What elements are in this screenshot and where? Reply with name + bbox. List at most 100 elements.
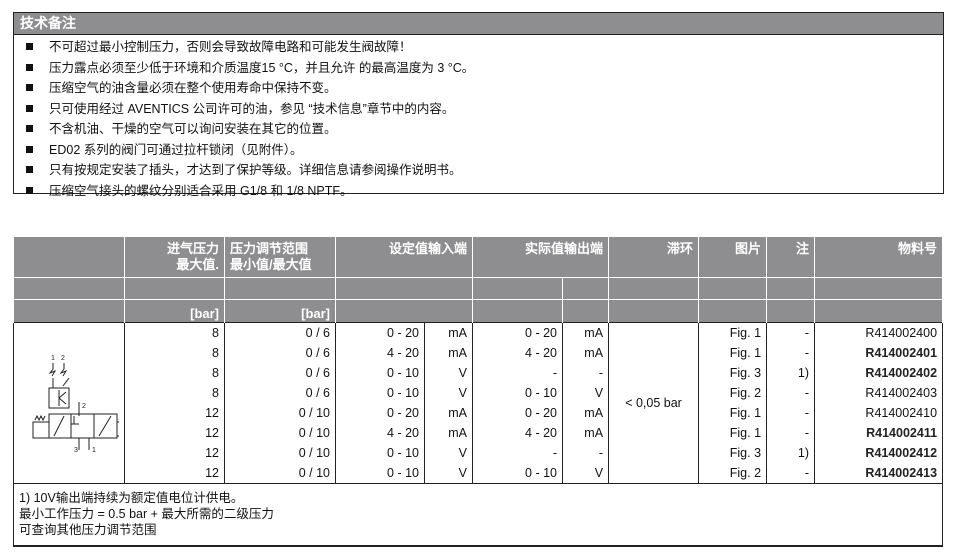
bullet-icon [26, 125, 33, 132]
cell-inlet: 12 [124, 462, 225, 483]
note-item: 只可使用经过 AVENTICS 公司许可的油，参见 “技术信息”章节中的内容。 [14, 99, 943, 120]
notes-list: 不可超过最小控制压力，否则会导致故障电路和可能发生阀故障！ 压力露点必须至少低于环… [14, 37, 943, 201]
cell-inlet: 8 [124, 321, 225, 343]
cell-part: R414002403 [814, 382, 944, 403]
bullet-icon [26, 104, 33, 112]
cell-range: 0 / 10 [224, 462, 336, 483]
table-row: 12 0 / 10 4 - 20 mA 4 - 20 mA Fig. 1- R41400241… [14, 422, 944, 443]
cell-figure: Fig. 2 [698, 382, 768, 403]
table-row: 12 0 / 10 0 - 10 V 0 - 10 V Fig. 2- R414002413 [14, 462, 944, 483]
note-item: 压力露点必须至少低于环境和介质温度15 °C，并且允许 的最高温度为 3 °C。 [14, 58, 943, 79]
cell-actual-unit: mA [562, 402, 610, 423]
header-range-line2: 最小值/最大值 [230, 257, 312, 272]
note-text: 压力露点必须至少低于环境和介质温度15 °C，并且允许 的最高温度为 3 °C。 [49, 60, 475, 75]
cell-setpoint: 4 - 20 [335, 422, 425, 443]
cell-note: - [766, 462, 816, 483]
cell-actual: 0 - 20 [472, 321, 564, 343]
notes-title: 技术备注 [14, 12, 943, 35]
cell-part: R414002412 [814, 442, 944, 463]
cell-range: 0 / 6 [224, 342, 336, 363]
cell-setpoint: 0 - 10 [335, 362, 425, 383]
cell-figure: Fig. 1 [698, 321, 768, 343]
cell-part: R414002402 [814, 362, 944, 383]
header-part: 物料号 [814, 237, 944, 277]
header-hysteresis: 滞环 [608, 237, 700, 277]
cell-note: 1) [766, 442, 816, 463]
technical-notes: 技术备注 不可超过最小控制压力，否则会导致故障电路和可能发生阀故障！ 压力露点必须… [13, 12, 944, 198]
header-range: 压力调节范围 最小值/最大值 [224, 237, 336, 277]
svg-text:1: 1 [92, 447, 96, 454]
svg-text:2: 2 [61, 355, 65, 362]
header-actual: 实际值输出端 [472, 237, 610, 277]
cell-inlet: 12 [124, 402, 225, 423]
cell-actual-unit: mA [562, 422, 610, 443]
cell-note: - [766, 321, 816, 343]
note-text: 不含机油、干燥的空气可以询问安装在其它的位置。 [49, 122, 337, 136]
note-text: 压缩空气的油含量必须在整个使用寿命中保持不变。 [49, 81, 337, 95]
cell-actual-unit: mA [562, 321, 610, 343]
header-inlet-line1: 进气压力 [166, 241, 219, 256]
note-item: ED02 系列的阀门可通过拉杆锁闭（见附件）。 [14, 140, 943, 161]
header-setpoint: 设定值输入端 [334, 237, 474, 277]
bullet-icon [26, 63, 33, 71]
cell-inlet: 12 [124, 422, 225, 443]
cell-part: R414002413 [814, 462, 944, 483]
cell-actual-unit: - [562, 442, 610, 463]
footnote: 1) 10V输出端持续为额定值电位计供电。 [19, 490, 244, 505]
cell-figure: Fig. 3 [698, 362, 768, 383]
note-text: 不可超过最小控制压力，否则会导致故障电路和可能发生阀故障！ [49, 40, 412, 54]
cell-figure: Fig. 2 [698, 462, 768, 483]
cell-note: - [766, 382, 816, 403]
cell-inlet: 8 [124, 342, 225, 363]
note-text: ED02 系列的阀门可通过拉杆锁闭（见附件）。 [49, 142, 303, 157]
cell-setpoint: 0 - 10 [335, 442, 425, 463]
cell-range: 0 / 6 [224, 321, 336, 343]
header-row: 进气压力 最大值. 压力调节范围 最小值/最大值 设定值输入端 实际值输出端 滞环 … [13, 237, 944, 277]
unit-range: [bar] [224, 298, 336, 322]
bullet-icon [26, 43, 33, 50]
cell-note: 1) [766, 362, 816, 383]
note-item: 压缩空气接头的螺纹分别适合采用 G1/8 和 1/8 NPTF。 [14, 181, 943, 202]
header-range-line1: 压力调节范围 [230, 241, 309, 256]
cell-setpoint-unit: V [423, 462, 474, 483]
cell-actual: 0 - 10 [472, 382, 564, 403]
note-text: 只可使用经过 AVENTICS 公司许可的油，参见 “技术信息”章节中的内容。 [49, 101, 455, 116]
bullet-icon [26, 145, 33, 153]
footnotes: 1) 10V输出端持续为额定值电位计供电。 最小工作压力 = 0.5 bar + … [12, 482, 944, 547]
cell-setpoint-unit: mA [423, 321, 474, 343]
valve-symbol-icon: 1 223 1 [32, 355, 119, 454]
cell-actual: 4 - 20 [472, 342, 564, 363]
cell-actual: 4 - 20 [472, 422, 564, 443]
cell-part: R414002411 [814, 422, 944, 443]
cell-setpoint-unit: V [423, 362, 474, 383]
cell-figure: Fig. 3 [698, 442, 768, 463]
cell-actual-unit: V [562, 382, 610, 403]
note-item: 只有按规定安装了插头，才达到了保护等级。详细信息请参阅操作说明书。 [14, 160, 943, 181]
cell-figure: Fig. 1 [698, 342, 768, 363]
cell-part: R414002410 [814, 402, 944, 423]
cell-range: 0 / 6 [224, 362, 336, 383]
cell-setpoint-unit: mA [423, 422, 474, 443]
cell-inlet: 12 [124, 442, 225, 463]
bullet-icon [26, 166, 33, 173]
cell-setpoint-unit: V [423, 382, 474, 403]
cell-hysteresis: < 0,05 bar [608, 321, 700, 484]
cell-actual: 0 - 10 [472, 462, 564, 483]
cell-setpoint-unit: V [423, 442, 474, 463]
note-text: 压缩空气接头的螺纹分别适合采用 G1/8 和 1/8 NPTF。 [49, 183, 353, 198]
header-units-row: [bar] [bar] [13, 298, 944, 322]
svg-text:2: 2 [82, 403, 86, 410]
header-figure: 图片 [698, 237, 768, 277]
cell-note: - [766, 422, 816, 443]
footnote: 最小工作压力 = 0.5 bar + 最大所需的二级压力 [19, 506, 274, 521]
svg-text:3: 3 [74, 447, 78, 454]
cell-range: 0 / 10 [224, 402, 336, 423]
note-item: 压缩空气的油含量必须在整个使用寿命中保持不变。 [14, 78, 943, 99]
cell-part: R414002400 [814, 321, 944, 343]
header-row-2 [13, 276, 944, 299]
cell-actual-unit: mA [562, 342, 610, 363]
